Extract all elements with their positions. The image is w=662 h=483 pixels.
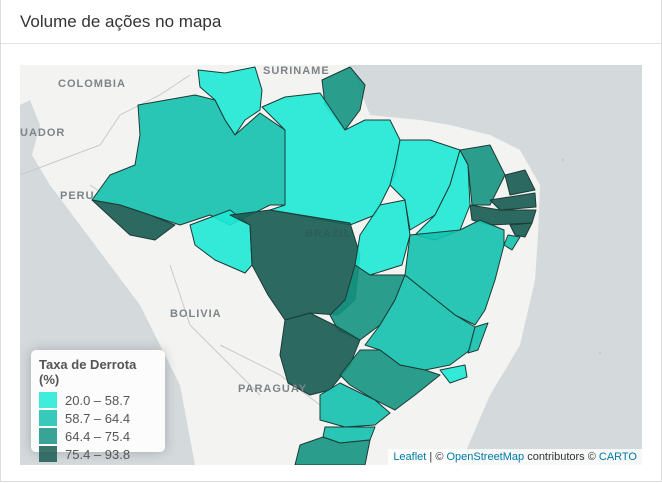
legend-title: Taxa de Derrota (%): [39, 357, 137, 387]
legend-swatch: [39, 410, 57, 426]
carto-link[interactable]: CARTO: [598, 451, 637, 463]
label-peru: PERU: [60, 190, 95, 202]
legend-row: 64.4 – 75.4: [39, 427, 157, 445]
state-goias[interactable]: [329, 264, 406, 341]
legend-swatch: [39, 428, 57, 444]
label-bolivia: BOLIVIA: [170, 308, 222, 320]
state-paraiba[interactable]: [489, 192, 537, 211]
state-parana[interactable]: [319, 382, 391, 428]
state-roraima[interactable]: [197, 66, 263, 136]
state-espirito-santo[interactable]: [467, 322, 489, 354]
attribution-contributors: contributors ©: [524, 451, 599, 463]
state-rio-grande-do-sul[interactable]: [294, 436, 371, 465]
legend-row: 20.0 – 58.7: [39, 391, 157, 409]
legend: Taxa de Derrota (%) 20.0 – 58.7 58.7 – 6…: [31, 350, 165, 462]
island-dot: [598, 351, 602, 355]
legend-row: 75.4 – 93.8: [39, 445, 157, 463]
legend-label: 75.4 – 93.8: [65, 446, 131, 462]
state-ceara[interactable]: [459, 144, 506, 206]
leaflet-link[interactable]: Leaflet: [393, 451, 427, 463]
card-header: Volume de ações no mapa: [1, 0, 661, 44]
legend-label: 20.0 – 58.7: [65, 392, 131, 408]
map-attribution: Leaflet | © OpenStreetMap contributors ©…: [388, 449, 642, 465]
label-brazil: BRAZIL: [305, 228, 352, 240]
atlantic-ocean: [350, 65, 642, 465]
label-colombia: COLOMBIA: [58, 78, 126, 90]
leaflet-map[interactable]: COLOMBIA SURINAME UADOR PERU BRAZIL BOLI…: [20, 65, 642, 465]
legend-swatch: [39, 446, 57, 462]
state-rio-de-janeiro[interactable]: [439, 364, 468, 384]
label-paraguay: PARAGUAY: [238, 383, 308, 395]
state-maranhao[interactable]: [389, 139, 461, 231]
state-acre[interactable]: [91, 199, 176, 241]
page-title: Volume de ações no mapa: [20, 11, 222, 31]
state-rio-grande-do-norte[interactable]: [504, 169, 536, 196]
legend-label: 64.4 – 75.4: [65, 428, 131, 444]
legend-label: 58.7 – 64.4: [65, 410, 131, 426]
legend-row: 58.7 – 64.4: [39, 409, 157, 427]
state-sao-paulo[interactable]: [339, 349, 441, 411]
label-equador: UADOR: [20, 127, 66, 139]
island-dot: [561, 158, 565, 162]
legend-swatch: [39, 392, 57, 408]
state-rondonia[interactable]: [189, 209, 253, 274]
state-alagoas[interactable]: [509, 222, 533, 238]
osm-link[interactable]: OpenStreetMap: [446, 451, 525, 463]
attribution-separator: | ©: [426, 451, 447, 463]
state-sergipe[interactable]: [503, 234, 521, 251]
map-canvas[interactable]: [20, 65, 642, 465]
label-suriname: SURINAME: [263, 65, 330, 77]
state-mato-grosso[interactable]: [229, 209, 361, 321]
